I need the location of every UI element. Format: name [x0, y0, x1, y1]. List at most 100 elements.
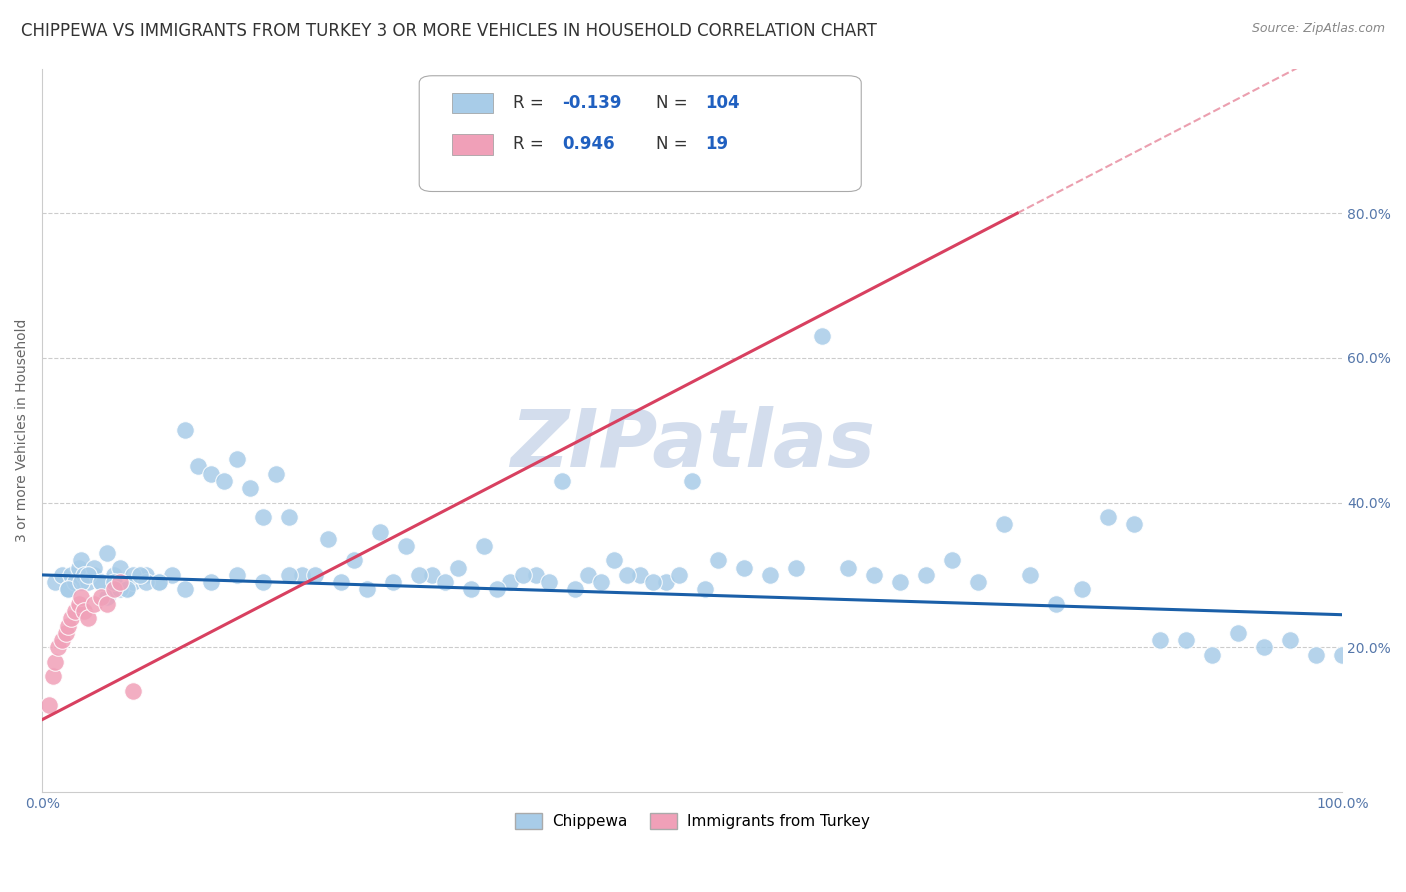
Point [108, 575, 131, 590]
Point [395, 539, 418, 553]
Point [1331, 648, 1354, 662]
Point [73, 604, 96, 618]
Point [96, 590, 118, 604]
Point [1253, 640, 1275, 655]
Point [90, 590, 112, 604]
Point [103, 568, 125, 582]
Text: CHIPPEWA VS IMMIGRANTS FROM TURKEY 3 OR MORE VEHICLES IN HOUSEHOLD CORRELATION C: CHIPPEWA VS IMMIGRANTS FROM TURKEY 3 OR … [21, 22, 877, 40]
Point [76, 611, 98, 625]
Point [1149, 633, 1171, 648]
Point [200, 575, 222, 590]
Text: Source: ZipAtlas.com: Source: ZipAtlas.com [1251, 22, 1385, 36]
Point [591, 575, 613, 590]
Point [148, 575, 170, 590]
Point [212, 474, 235, 488]
Point [70, 575, 93, 590]
Point [460, 582, 482, 597]
Point [1201, 648, 1223, 662]
Point [67, 560, 90, 574]
Point [187, 459, 209, 474]
Point [38, 698, 60, 713]
Point [76, 575, 98, 590]
Point [44, 655, 66, 669]
Text: N =: N = [655, 136, 693, 153]
Point [967, 575, 990, 590]
Point [59, 611, 82, 625]
Point [51, 633, 73, 648]
Point [941, 553, 963, 567]
Point [96, 597, 118, 611]
Point [811, 329, 834, 343]
Point [76, 568, 98, 582]
Point [278, 510, 301, 524]
Point [135, 568, 157, 582]
Point [668, 568, 690, 582]
Point [330, 575, 353, 590]
Point [83, 568, 105, 582]
Point [148, 575, 170, 590]
Point [512, 568, 534, 582]
Point [291, 568, 314, 582]
Point [447, 560, 470, 574]
Point [128, 568, 150, 582]
Point [382, 575, 405, 590]
Point [200, 467, 222, 481]
Point [122, 683, 145, 698]
Point [122, 568, 145, 582]
Point [73, 568, 96, 582]
Point [226, 568, 249, 582]
Point [863, 568, 886, 582]
Point [628, 568, 651, 582]
Point [70, 553, 93, 567]
Point [174, 423, 197, 437]
Point [1175, 633, 1198, 648]
Point [128, 568, 150, 582]
Point [564, 582, 586, 597]
Point [44, 575, 66, 590]
Point [135, 575, 157, 590]
Point [368, 524, 391, 539]
Point [655, 575, 678, 590]
Point [434, 575, 457, 590]
Point [993, 517, 1015, 532]
Point [70, 590, 93, 604]
Point [785, 560, 807, 574]
Text: 19: 19 [706, 136, 728, 153]
Legend: Chippewa, Immigrants from Turkey: Chippewa, Immigrants from Turkey [509, 806, 876, 835]
Point [1305, 648, 1327, 662]
Point [681, 474, 703, 488]
Point [538, 575, 561, 590]
Point [356, 582, 378, 597]
Point [239, 481, 262, 495]
Point [1227, 625, 1250, 640]
Point [67, 597, 90, 611]
Point [603, 553, 626, 567]
Y-axis label: 3 or more Vehicles in Household: 3 or more Vehicles in Household [15, 318, 30, 542]
Point [90, 575, 112, 590]
Point [1123, 517, 1146, 532]
Point [83, 560, 105, 574]
Point [486, 582, 509, 597]
Point [108, 560, 131, 574]
Point [707, 553, 730, 567]
Text: R =: R = [513, 136, 548, 153]
Point [1279, 633, 1302, 648]
Text: 104: 104 [706, 95, 740, 112]
Point [103, 575, 125, 590]
Point [174, 582, 197, 597]
Point [59, 568, 82, 582]
Point [576, 568, 599, 582]
Text: N =: N = [655, 95, 693, 112]
Point [122, 575, 145, 590]
Point [51, 568, 73, 582]
Point [1071, 582, 1094, 597]
Point [278, 568, 301, 582]
Point [524, 568, 547, 582]
Point [58, 582, 80, 597]
Point [1019, 568, 1042, 582]
Point [1097, 510, 1119, 524]
Text: ZIPatlas: ZIPatlas [510, 406, 875, 483]
Point [63, 604, 86, 618]
Point [420, 568, 443, 582]
Point [115, 582, 138, 597]
